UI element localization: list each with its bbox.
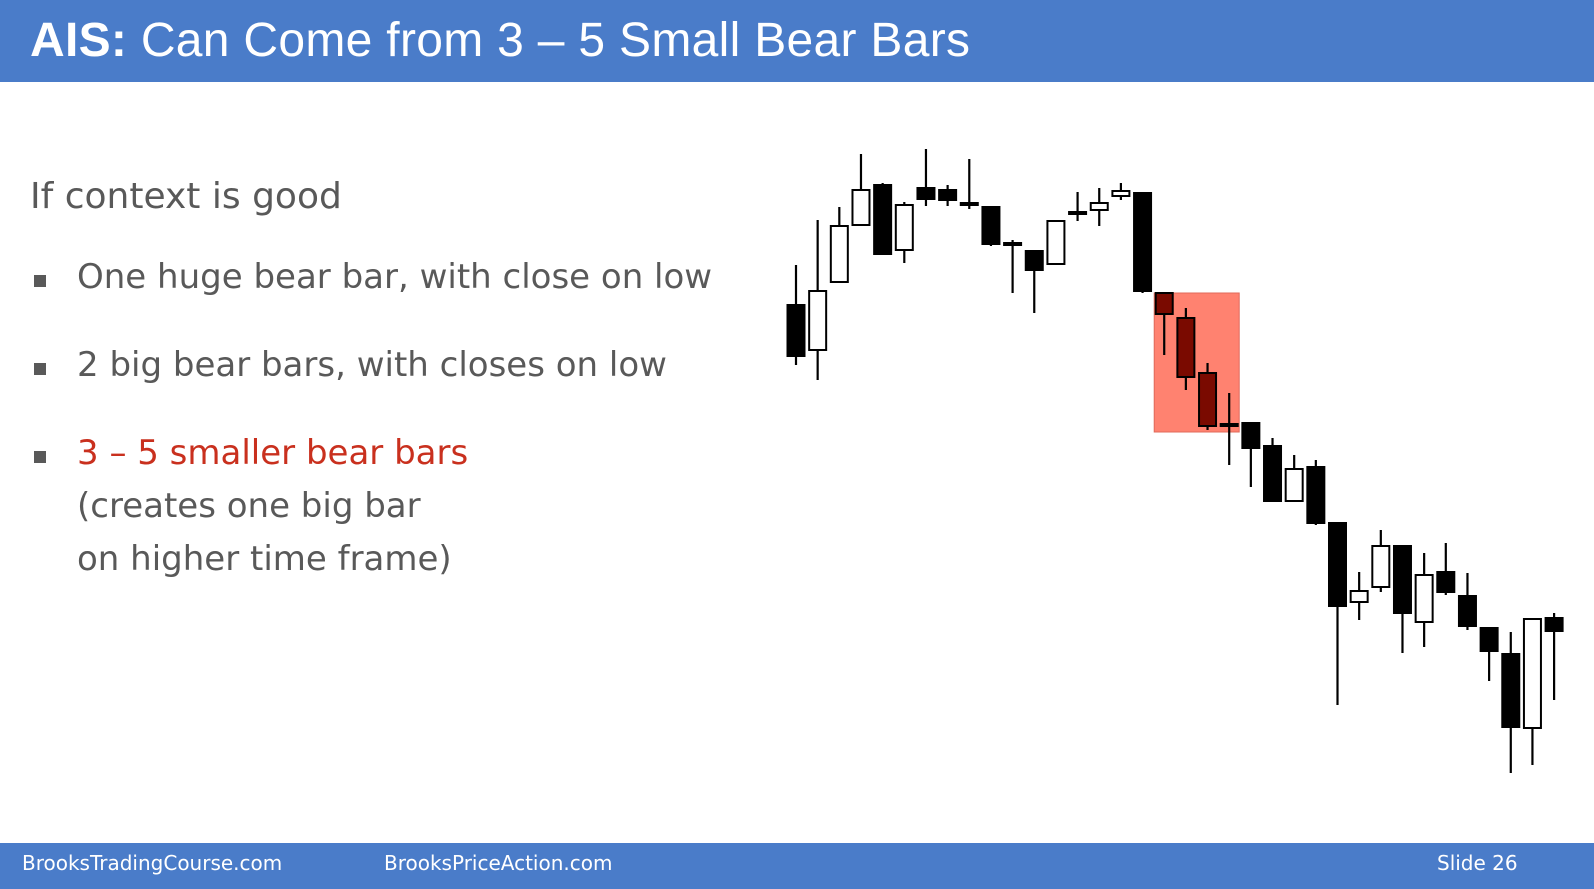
slide-number: Slide 26 <box>1437 851 1518 875</box>
candle <box>959 159 979 209</box>
bull-candle-body <box>808 290 828 351</box>
bullet-square-icon <box>34 451 46 464</box>
bull-candle-body <box>959 202 979 206</box>
bear-candle-body <box>1154 292 1174 315</box>
candle <box>1392 545 1412 653</box>
bear-candle-body <box>1198 372 1218 427</box>
candle <box>1522 618 1542 765</box>
bullet-square-icon <box>34 275 46 288</box>
bullet-highlight-text: 3 – 5 smaller bear bars <box>77 433 469 474</box>
candle <box>894 202 914 263</box>
candle <box>1111 183 1131 200</box>
candle <box>1154 292 1174 355</box>
candle <box>808 220 828 380</box>
bear-candle-body <box>1306 466 1326 524</box>
footer-site-2: BrooksPriceAction.com <box>384 851 613 875</box>
candle <box>1306 460 1326 525</box>
highlight-box <box>1153 292 1240 433</box>
candle <box>1263 438 1283 502</box>
candle <box>1371 530 1391 592</box>
bull-candle-body <box>1414 574 1434 623</box>
candle <box>1328 522 1347 705</box>
bull-candle-body <box>1068 211 1088 215</box>
candle <box>1219 393 1239 465</box>
bullet-text: 2 big bear bars, with closes on low <box>77 345 667 386</box>
bear-candle-body <box>1024 250 1044 271</box>
footer-bar: BrooksTradingCourse.com BrooksPriceActio… <box>0 843 1594 889</box>
candle <box>1457 573 1477 630</box>
candle <box>1479 627 1499 681</box>
bull-candle-body <box>1284 468 1304 502</box>
bear-candle-body <box>1176 317 1196 378</box>
bullet-square-icon <box>34 363 46 376</box>
candle <box>1284 455 1304 502</box>
bear-candle-body <box>1392 545 1412 614</box>
candle <box>916 149 936 206</box>
bullet-item: One huge bear bar, with close on low <box>30 257 760 304</box>
bull-candle-body <box>1089 202 1109 211</box>
slide-title: AIS: Can Come from 3 – 5 Small Bear Bars <box>30 17 970 65</box>
candle <box>981 206 1001 246</box>
candle <box>1068 192 1088 221</box>
bear-candle-body <box>1328 522 1347 607</box>
bullet-item: 3 – 5 smaller bear bars (creates one big… <box>30 433 760 586</box>
candle <box>1133 192 1153 293</box>
title-prefix: AIS: <box>30 14 128 67</box>
candle <box>1349 572 1369 620</box>
bear-candle-body <box>1003 242 1023 246</box>
candle <box>1436 543 1456 595</box>
bear-candle-body <box>1436 571 1456 593</box>
candle <box>829 207 849 283</box>
candle <box>1024 250 1044 313</box>
bear-candle-body <box>1501 653 1521 728</box>
candle <box>1003 240 1023 293</box>
candle <box>1414 553 1434 647</box>
title-bar: AIS: Can Come from 3 – 5 Small Bear Bars <box>0 0 1594 82</box>
title-text: Can Come from 3 – 5 Small Bear Bars <box>140 14 971 67</box>
bullet-line-2: (creates one big bar <box>77 486 421 527</box>
intro-text: If context is good <box>30 176 342 217</box>
bull-candle-body <box>1522 618 1542 729</box>
bull-candle-body <box>894 204 914 251</box>
bullet-item: 2 big bear bars, with closes on low <box>30 345 760 392</box>
bear-candle-body <box>1263 445 1283 502</box>
candlestick-chart <box>786 149 1564 773</box>
bull-candle-body <box>1349 590 1369 603</box>
bear-candle-body <box>981 206 1001 245</box>
bear-candle-body <box>1544 617 1564 632</box>
slide-body: If context is good One huge bear bar, wi… <box>30 175 760 632</box>
bullet-text-multiline: 3 – 5 smaller bear bars (creates one big… <box>77 427 468 586</box>
candle <box>1501 632 1521 773</box>
footer-site-1: BrooksTradingCourse.com <box>22 851 283 875</box>
bull-candle-body <box>1219 423 1239 427</box>
bull-candle-body <box>1371 545 1391 588</box>
bull-candle-body <box>851 189 871 226</box>
candle <box>1198 363 1218 430</box>
bull-candle-body <box>1046 220 1066 265</box>
candle <box>1176 308 1196 390</box>
bear-candle-body <box>786 304 806 357</box>
bull-candle-body <box>1111 190 1131 197</box>
bear-candle-body <box>1241 422 1261 449</box>
candle <box>1046 220 1066 265</box>
bullet-line-3: on higher time frame) <box>77 539 452 580</box>
candle <box>938 185 958 206</box>
bear-candle-body <box>938 189 958 201</box>
bear-candle-body <box>1457 595 1477 627</box>
candle <box>873 183 893 255</box>
bear-candle-body <box>1133 192 1153 292</box>
bear-candle-body <box>873 184 893 255</box>
candle <box>1544 613 1564 700</box>
bullet-text: One huge bear bar, with close on low <box>77 257 713 298</box>
candle <box>1241 422 1261 487</box>
candle <box>786 265 806 365</box>
candle <box>851 154 871 226</box>
candle <box>1089 188 1109 226</box>
bull-candle-body <box>829 225 849 283</box>
bear-candle-body <box>916 187 936 200</box>
bear-candle-body <box>1479 627 1499 652</box>
